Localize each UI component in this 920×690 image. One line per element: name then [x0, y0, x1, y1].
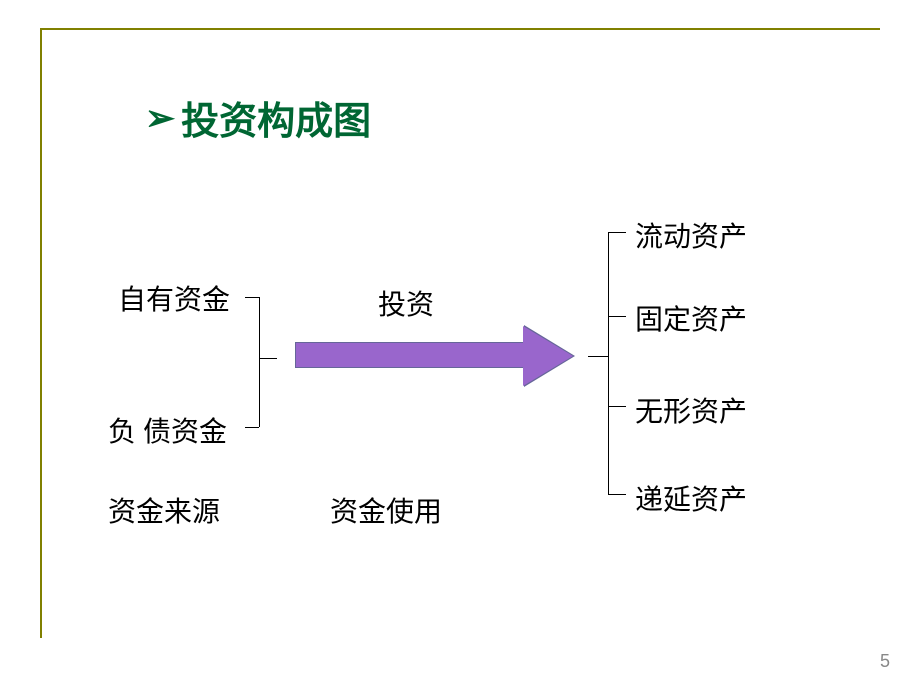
left-bracket-middle [259, 358, 277, 359]
slide-border-left [40, 28, 42, 638]
label-debt-funds: 负 债资金 [108, 410, 227, 450]
arrow-shaft [295, 342, 525, 368]
left-bracket-vertical [259, 297, 260, 427]
slide-title: ➢ 投资构成图 [145, 90, 371, 145]
label-own-funds: 自有资金 [118, 278, 230, 318]
right-bracket-h2 [608, 316, 626, 317]
slide-border-top [40, 28, 880, 30]
right-bracket-h1 [608, 232, 626, 233]
right-bracket-h3 [608, 406, 626, 407]
left-bracket-top [245, 297, 259, 298]
page-number: 5 [880, 651, 890, 672]
label-funds-source: 资金来源 [108, 490, 220, 530]
label-current-assets: 流动资产 [635, 215, 747, 255]
label-deferred-assets: 递延资产 [635, 478, 747, 518]
label-intangible-assets: 无形资产 [635, 390, 747, 430]
right-bracket-h4 [608, 494, 626, 495]
right-bracket-middle-in [588, 356, 608, 357]
left-bracket-bottom [245, 427, 259, 428]
title-text: 投资构成图 [181, 90, 371, 145]
right-bracket-vertical [608, 232, 609, 494]
label-funds-use: 资金使用 [330, 490, 442, 530]
title-bullet-icon: ➢ [145, 97, 175, 139]
label-investment: 投资 [378, 283, 434, 323]
label-fixed-assets: 固定资产 [635, 298, 747, 338]
arrow-head-icon [523, 326, 573, 386]
